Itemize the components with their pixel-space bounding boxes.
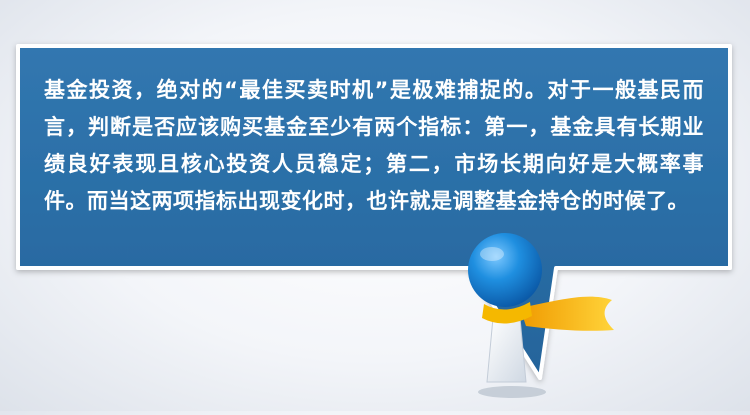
bubble-text: 基金投资，绝对的“最佳买卖时机”是极难捕捉的。对于一般基民而言，判断是否应该购买… (44, 78, 704, 213)
mascot-figure-icon (468, 233, 614, 398)
